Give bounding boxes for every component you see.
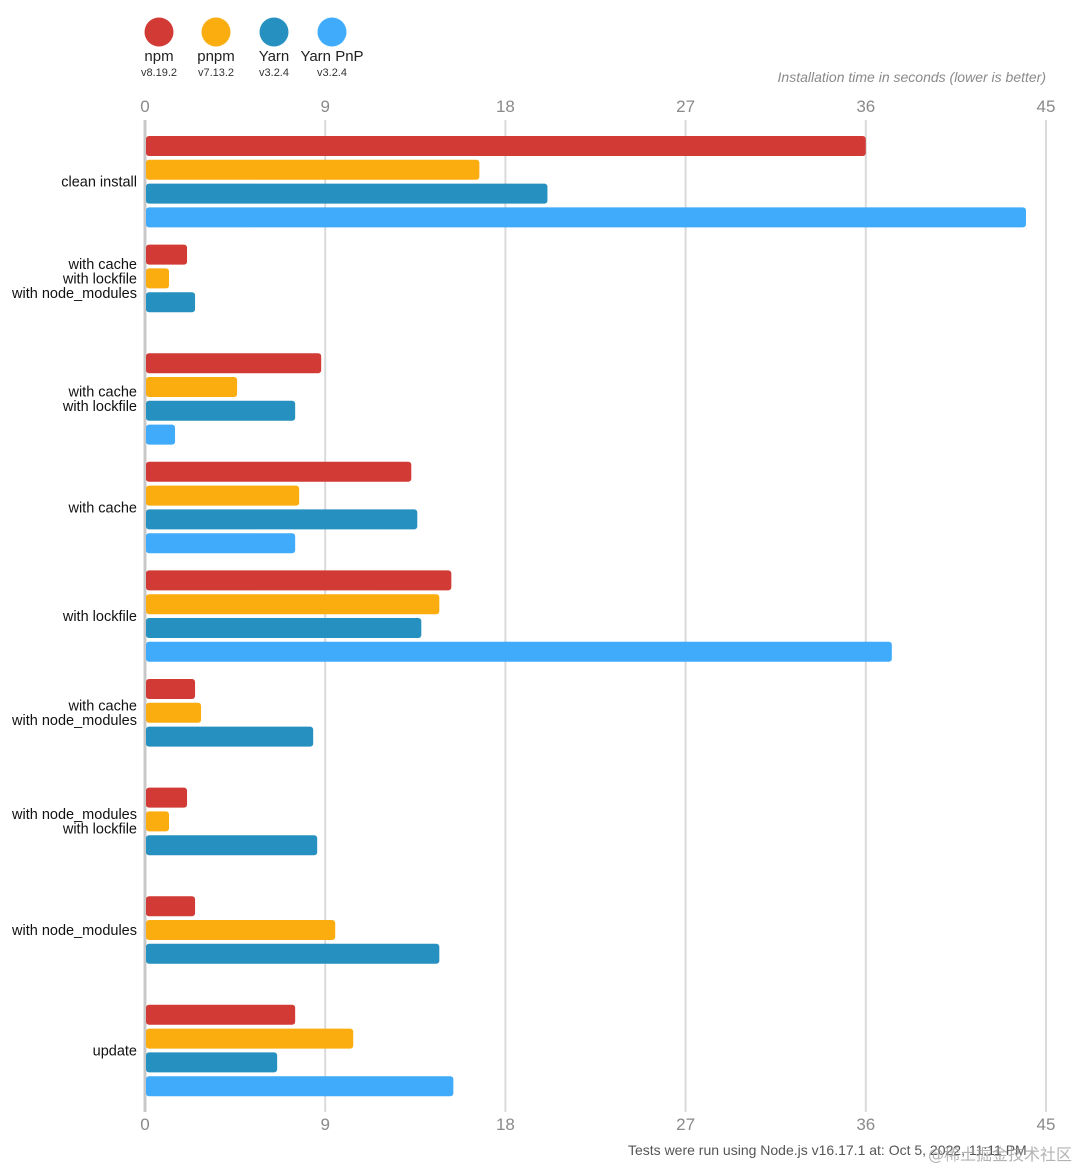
x-tick-label: 27	[676, 1115, 695, 1134]
bar-pnpm	[146, 159, 480, 180]
bar-yarn	[146, 292, 196, 313]
x-tick-label: 18	[496, 97, 515, 116]
bar-yarn-pnp	[146, 207, 1026, 228]
legend-label: Yarn	[259, 48, 290, 65]
bar-yarn	[146, 183, 548, 204]
bar-npm	[146, 461, 412, 482]
bar-yarn	[146, 835, 318, 856]
legend-version: v7.13.2	[198, 67, 234, 79]
legend-item-yarn: Yarn v3.2.4	[259, 17, 290, 79]
bar-npm	[146, 570, 452, 591]
legend-item-yarn-pnp: Yarn PnP v3.2.4	[300, 17, 364, 79]
category-label: with lockfile	[62, 609, 137, 625]
axis-title: Installation time in seconds (lower is b…	[778, 69, 1046, 85]
bar-yarn	[146, 943, 440, 964]
bars	[146, 136, 1026, 1097]
bar-pnpm	[146, 594, 440, 615]
bar-npm	[146, 787, 188, 808]
category-label: with node_modules with lockfile	[11, 807, 137, 838]
bar-npm	[146, 1004, 296, 1025]
bar-yarn-pnp	[146, 641, 892, 662]
category-label: with cache with lockfile	[62, 385, 137, 416]
bar-yarn	[146, 618, 422, 638]
legend-label: npm	[144, 48, 173, 65]
legend-swatch	[317, 17, 347, 47]
category-label: with cache with node_modules	[11, 699, 137, 730]
legend-version: v3.2.4	[317, 67, 347, 79]
legend: npm v8.19.2 pnpm v7.13.2 Yarn v3.2.4 Yarn PnP v…	[141, 17, 364, 79]
category-label: clean install	[61, 175, 137, 191]
bar-npm	[146, 136, 866, 156]
category-label: with cache with lockfile with node_modules	[11, 257, 137, 302]
legend-label: Yarn PnP	[300, 48, 363, 65]
bar-pnpm	[146, 377, 238, 397]
legend-version: v8.19.2	[141, 67, 177, 79]
legend-version: v3.2.4	[259, 67, 289, 79]
x-tick-label: 45	[1037, 1115, 1056, 1134]
legend-swatch	[259, 17, 289, 47]
legend-item-npm: npm v8.19.2	[141, 17, 177, 79]
x-tick-label: 45	[1037, 97, 1056, 116]
legend-swatch	[144, 17, 174, 47]
bar-npm	[146, 244, 188, 265]
bar-pnpm	[146, 268, 170, 289]
bar-pnpm	[146, 702, 202, 723]
x-tick-label: 0	[140, 97, 149, 116]
legend-item-pnpm: pnpm v7.13.2	[197, 17, 235, 79]
x-tick-label: 36	[856, 1115, 875, 1134]
bar-yarn-pnp	[146, 533, 296, 554]
x-tick-label: 27	[676, 97, 695, 116]
bar-yarn-pnp	[146, 1076, 454, 1097]
x-tick-label: 0	[140, 1115, 149, 1134]
bar-pnpm	[146, 485, 300, 506]
bar-pnpm	[146, 811, 170, 832]
bar-yarn	[146, 1052, 278, 1073]
x-tick-label: 36	[856, 97, 875, 116]
footer-note: Tests were run using Node.js v16.17.1 at…	[628, 1142, 1027, 1158]
category-label: with cache	[67, 501, 137, 517]
category-label: with node_modules	[11, 923, 137, 939]
bar-npm	[146, 353, 322, 374]
bar-yarn	[146, 509, 418, 530]
bar-npm	[146, 896, 196, 917]
category-label: update	[93, 1044, 137, 1060]
bar-pnpm	[146, 920, 336, 940]
bar-npm	[146, 679, 196, 699]
bar-yarn	[146, 400, 296, 421]
watermark: @稀土掘金技术社区	[928, 1145, 1072, 1164]
x-tick-label: 18	[496, 1115, 515, 1134]
legend-swatch	[201, 17, 231, 47]
grid	[143, 120, 1047, 1112]
x-tick-label: 9	[320, 97, 329, 116]
x-tick-label: 9	[320, 1115, 329, 1134]
tick-labels: 0 0 9 9 18 18 27 27 36 36 45 45	[140, 97, 1055, 1134]
bar-yarn	[146, 726, 314, 747]
legend-label: pnpm	[197, 48, 235, 65]
bar-pnpm	[146, 1028, 354, 1049]
bar-yarn-pnp	[146, 424, 176, 445]
